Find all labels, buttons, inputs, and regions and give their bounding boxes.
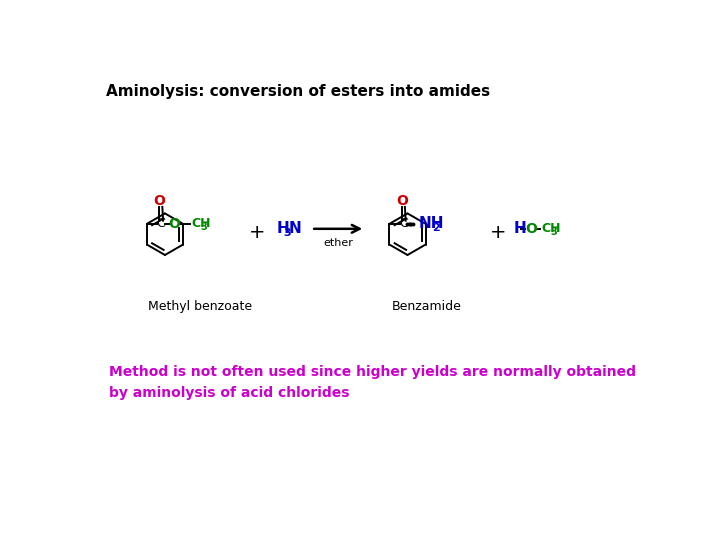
Text: C: C <box>156 217 165 230</box>
Text: CH: CH <box>541 222 561 235</box>
Text: +: + <box>490 223 507 242</box>
Text: 3: 3 <box>551 227 557 237</box>
Text: 2: 2 <box>433 222 441 233</box>
Text: +: + <box>249 223 266 242</box>
Text: O: O <box>168 217 181 231</box>
Text: Method is not often used since higher yields are normally obtained
by aminolysis: Method is not often used since higher yi… <box>109 365 636 400</box>
Text: 3: 3 <box>284 228 291 238</box>
Text: Methyl benzoate: Methyl benzoate <box>148 300 252 313</box>
Text: 3: 3 <box>201 222 207 232</box>
Text: H: H <box>514 221 526 237</box>
Text: CH: CH <box>192 217 211 230</box>
Text: H: H <box>276 221 289 237</box>
Text: O: O <box>153 194 165 208</box>
Text: NH: NH <box>419 217 444 231</box>
Text: Benzamide: Benzamide <box>392 300 462 313</box>
Text: Aminolysis: conversion of esters into amides: Aminolysis: conversion of esters into am… <box>106 84 490 99</box>
Text: C: C <box>399 217 408 230</box>
Text: ether: ether <box>323 238 353 248</box>
Text: O: O <box>525 222 536 236</box>
Text: O: O <box>396 194 408 208</box>
Text: N: N <box>289 221 302 237</box>
